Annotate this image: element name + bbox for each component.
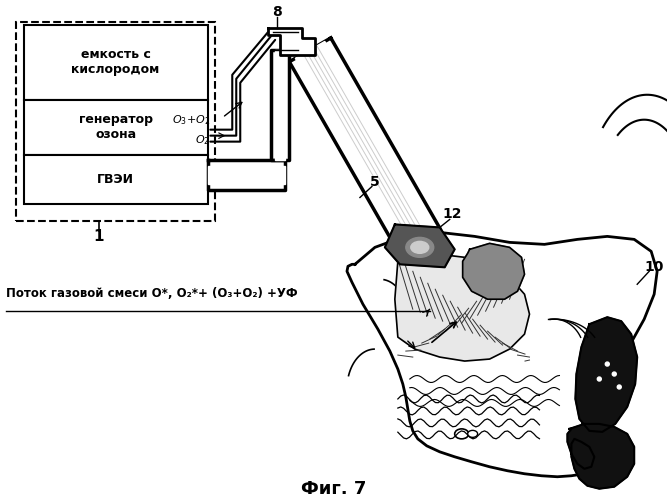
Ellipse shape <box>411 242 429 254</box>
Text: Фиг. 7: Фиг. 7 <box>301 480 367 498</box>
Ellipse shape <box>455 429 469 439</box>
Polygon shape <box>295 42 434 250</box>
Ellipse shape <box>468 430 478 438</box>
Polygon shape <box>347 232 657 477</box>
Polygon shape <box>208 160 285 190</box>
Text: 1: 1 <box>94 229 104 244</box>
FancyBboxPatch shape <box>24 154 208 204</box>
Polygon shape <box>575 317 637 432</box>
Text: Поток газовой смеси О*, О₂*+ (О₃+О₂) +УФ: Поток газовой смеси О*, О₂*+ (О₃+О₂) +УФ <box>6 286 297 300</box>
Polygon shape <box>385 224 455 268</box>
Text: ГВЭИ: ГВЭИ <box>97 173 134 186</box>
Text: 12: 12 <box>442 208 462 222</box>
Text: 8: 8 <box>273 5 282 19</box>
Polygon shape <box>395 254 530 361</box>
Polygon shape <box>275 50 285 160</box>
Text: генератор
озона: генератор озона <box>79 112 152 140</box>
Circle shape <box>613 372 617 376</box>
Polygon shape <box>289 38 441 254</box>
Polygon shape <box>208 166 285 184</box>
Polygon shape <box>567 424 634 488</box>
Circle shape <box>605 362 609 366</box>
Text: $О_2$: $О_2$ <box>196 132 210 146</box>
Text: емкость с
кислородом: емкость с кислородом <box>71 48 160 76</box>
Ellipse shape <box>406 238 434 258</box>
Polygon shape <box>463 244 524 299</box>
FancyBboxPatch shape <box>24 25 208 100</box>
FancyBboxPatch shape <box>24 100 208 154</box>
Circle shape <box>617 385 621 389</box>
Text: $О_3$+$О_2$: $О_3$+$О_2$ <box>172 113 210 126</box>
Text: 5: 5 <box>370 174 380 188</box>
FancyBboxPatch shape <box>16 22 215 222</box>
Text: 10: 10 <box>645 260 664 274</box>
Circle shape <box>597 377 601 381</box>
Polygon shape <box>271 50 289 160</box>
Polygon shape <box>268 28 315 55</box>
